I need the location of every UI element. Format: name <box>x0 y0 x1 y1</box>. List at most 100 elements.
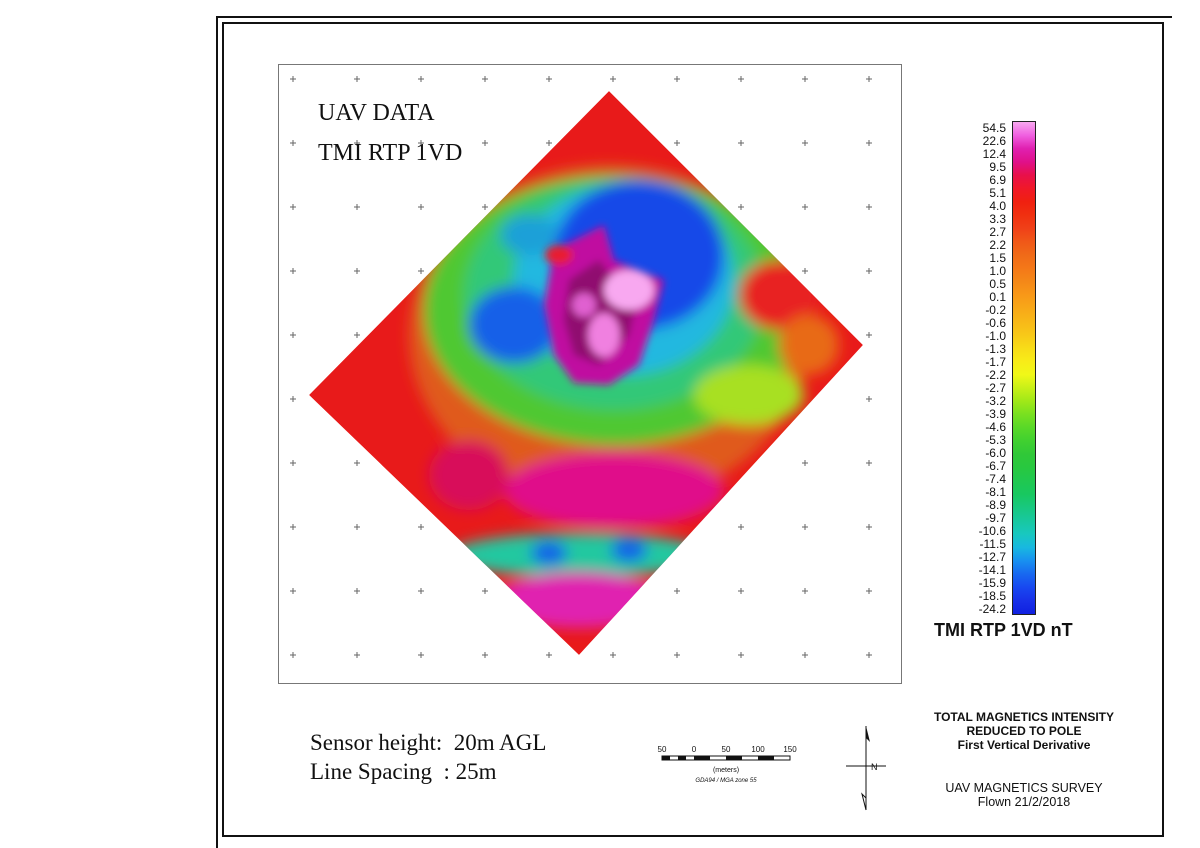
legend-value-label: -9.7 <box>985 510 1006 525</box>
grid-cross <box>482 76 488 82</box>
legend-value-label: 12.4 <box>982 146 1006 161</box>
grid-cross <box>674 652 680 658</box>
north-arrow-icon: N <box>842 724 886 814</box>
grid-cross <box>546 76 552 82</box>
grid-cross <box>866 524 872 530</box>
grid-cross <box>354 588 360 594</box>
legend-value-label: -11.5 <box>979 536 1006 551</box>
grid-cross <box>290 332 296 338</box>
grid-cross <box>546 140 552 146</box>
legend-value-label: 3.3 <box>989 211 1006 226</box>
legend-value-label: 54.5 <box>982 120 1006 135</box>
legend-value-label: -1.7 <box>985 354 1006 369</box>
grid-cross <box>290 268 296 274</box>
legend-value-label: -5.3 <box>985 432 1006 447</box>
survey-area <box>309 91 863 655</box>
grid-cross <box>290 76 296 82</box>
grid-cross <box>802 588 808 594</box>
legend-value-label: 0.5 <box>989 276 1006 291</box>
grid-cross <box>674 588 680 594</box>
grid-cross <box>866 396 872 402</box>
grid-cross <box>482 652 488 658</box>
grid-cross <box>738 76 744 82</box>
legend-value-label: 5.1 <box>989 185 1006 200</box>
legend-value-label: 1.5 <box>989 250 1006 265</box>
grid-cross <box>866 268 872 274</box>
title-line3: First Vertical Derivative <box>957 738 1091 752</box>
legend-value-label: -3.2 <box>985 393 1006 408</box>
grid-cross <box>290 460 296 466</box>
legend-value-label: -2.2 <box>985 367 1006 382</box>
scale-tick-label: 150 <box>783 745 797 754</box>
scale-projection: GDA94 / MGA zone 55 <box>695 778 757 784</box>
grid-cross <box>354 652 360 658</box>
survey-name: UAV MAGNETICS SURVEY <box>945 781 1103 795</box>
grid-cross <box>866 332 872 338</box>
grid-cross <box>866 76 872 82</box>
legend-value-label: 2.7 <box>989 224 1006 239</box>
title-block: TOTAL MAGNETICS INTENSITY REDUCED TO POL… <box>912 710 1136 752</box>
grid-cross <box>738 140 744 146</box>
legend-value-label: -0.2 <box>985 302 1006 317</box>
legend-value-label: -1.0 <box>985 328 1006 343</box>
grid-cross <box>418 140 424 146</box>
legend-value-label: 1.0 <box>989 263 1006 278</box>
map-panel[interactable] <box>278 64 902 684</box>
scale-tick-label: 50 <box>722 745 731 754</box>
grid-cross <box>290 204 296 210</box>
legend-value-label: -0.6 <box>985 315 1006 330</box>
map-title-line1: UAV DATA <box>318 100 435 126</box>
grid-cross <box>610 76 616 82</box>
grid-cross <box>674 140 680 146</box>
grid-cross <box>738 588 744 594</box>
legend-value-label: -2.7 <box>985 380 1006 395</box>
grid-cross <box>418 76 424 82</box>
legend-value-label: -3.9 <box>985 406 1006 421</box>
legend-value-label: 2.2 <box>989 237 1006 252</box>
sensor-height-text: Sensor height: 20m AGL <box>310 730 547 755</box>
grid-cross <box>354 76 360 82</box>
legend-value-label: -24.2 <box>978 601 1006 616</box>
grid-cross <box>354 460 360 466</box>
grid-cross <box>354 268 360 274</box>
grid-cross <box>290 396 296 402</box>
legend-value-label: 22.6 <box>982 133 1006 148</box>
page-frame <box>222 22 1164 837</box>
legend-value-label: -10.6 <box>978 523 1006 538</box>
grid-cross <box>354 524 360 530</box>
grid-cross <box>802 140 808 146</box>
grid-cross <box>802 76 808 82</box>
grid-cross <box>738 204 744 210</box>
legend-color-bar <box>1012 121 1036 615</box>
grid-cross <box>482 204 488 210</box>
grid-cross <box>802 460 808 466</box>
scale-tick-label: 0 <box>692 745 697 754</box>
title-line2: REDUCED TO POLE <box>966 724 1082 738</box>
legend-value-label: -6.7 <box>985 458 1006 473</box>
scale-tick-label: 50 <box>658 745 667 754</box>
grid-cross <box>802 524 808 530</box>
page-outer-border <box>216 16 1172 848</box>
legend-value-label: -12.7 <box>978 549 1006 564</box>
grid-cross <box>290 140 296 146</box>
grid-cross <box>610 652 616 658</box>
grid-cross <box>802 204 808 210</box>
grid-cross <box>290 652 296 658</box>
legend-value-label: -15.9 <box>978 575 1006 590</box>
grid-cross <box>418 652 424 658</box>
legend-labels: 54.5 22.6 12.4 9.5 6.9 5.1 4.0 3.3 2.7 2.2 1.5 1.0 0… <box>950 121 1006 615</box>
grid-cross <box>546 652 552 658</box>
legend-value-label: -8.9 <box>985 497 1006 512</box>
grid-cross <box>866 460 872 466</box>
grid-cross <box>802 652 808 658</box>
legend-value-label: -1.3 <box>985 341 1006 356</box>
grid-cross <box>866 588 872 594</box>
grid-cross <box>674 76 680 82</box>
legend-value-label: 9.5 <box>989 159 1006 174</box>
map-title-line2: TMI RTP 1VD <box>318 140 463 166</box>
grid-cross <box>290 588 296 594</box>
north-label: N <box>871 762 878 772</box>
magnetic-anomaly-map <box>290 76 872 658</box>
legend-title: TMI RTP 1VD nT <box>934 620 1073 640</box>
grid-cross <box>482 140 488 146</box>
